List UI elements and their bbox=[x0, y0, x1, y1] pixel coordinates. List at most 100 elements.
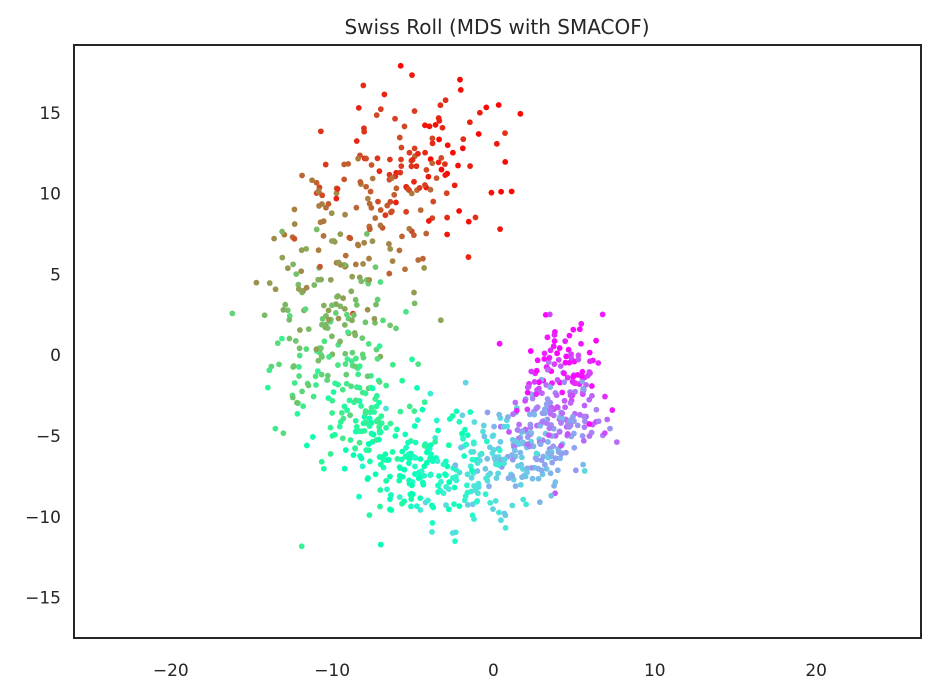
scatter-point bbox=[358, 403, 364, 409]
scatter-point bbox=[355, 371, 362, 378]
scatter-point bbox=[357, 178, 364, 185]
scatter-point bbox=[491, 423, 497, 430]
scatter-point bbox=[291, 235, 298, 242]
scatter-point bbox=[353, 138, 360, 144]
scatter-point bbox=[426, 123, 433, 130]
scatter-point bbox=[298, 247, 305, 254]
scatter-point bbox=[487, 499, 494, 506]
scatter-point bbox=[483, 438, 490, 445]
scatter-point bbox=[586, 396, 593, 403]
scatter-point bbox=[457, 86, 464, 93]
scatter-point bbox=[383, 405, 389, 412]
scatter-point bbox=[509, 502, 516, 509]
scatter-point bbox=[417, 495, 424, 502]
scatter-point bbox=[531, 378, 538, 385]
scatter-point bbox=[291, 206, 298, 213]
scatter-point bbox=[333, 195, 340, 202]
scatter-point bbox=[365, 440, 372, 447]
scatter-point bbox=[537, 441, 544, 448]
scatter-point bbox=[378, 413, 385, 420]
scatter-point bbox=[489, 450, 496, 456]
scatter-point bbox=[461, 497, 468, 504]
scatter-point bbox=[419, 406, 426, 413]
scatter-point bbox=[291, 221, 298, 227]
scatter-point bbox=[566, 332, 573, 339]
scatter-point bbox=[409, 156, 416, 163]
scatter-point bbox=[536, 379, 542, 386]
scatter-point bbox=[543, 401, 550, 407]
scatter-point bbox=[462, 379, 469, 386]
scatter-point bbox=[421, 442, 428, 449]
scatter-point bbox=[373, 112, 380, 119]
scatter-point bbox=[559, 389, 566, 396]
x-tick-label: −10 bbox=[314, 661, 350, 681]
y-tick-label: −5 bbox=[36, 427, 61, 447]
scatter-point bbox=[510, 411, 516, 418]
scatter-point bbox=[539, 418, 546, 425]
scatter-point bbox=[423, 166, 430, 173]
scatter-point bbox=[538, 457, 545, 464]
scatter-point bbox=[526, 411, 533, 418]
scatter-point bbox=[528, 430, 535, 436]
scatter-point bbox=[570, 326, 577, 333]
scatter-point bbox=[541, 406, 548, 413]
scatter-point bbox=[475, 131, 482, 137]
scatter-point bbox=[377, 503, 383, 510]
scatter-point bbox=[421, 399, 428, 406]
scatter-point bbox=[463, 441, 470, 448]
scatter-point bbox=[566, 359, 573, 366]
scatter-point bbox=[326, 353, 332, 360]
scatter-point bbox=[459, 430, 465, 437]
scatter-point bbox=[567, 392, 574, 399]
scatter-point bbox=[342, 447, 349, 453]
scatter-point bbox=[548, 492, 555, 499]
scatter-point bbox=[399, 448, 406, 455]
scatter-point bbox=[613, 439, 620, 446]
scatter-point bbox=[524, 406, 531, 413]
scatter-point bbox=[374, 155, 381, 162]
scatter-point bbox=[527, 421, 534, 428]
scatter-point bbox=[272, 286, 279, 293]
scatter-point bbox=[355, 104, 362, 111]
scatter-point bbox=[415, 361, 422, 368]
scatter-point bbox=[444, 142, 451, 149]
scatter-point bbox=[376, 343, 383, 350]
scatter-point bbox=[409, 491, 416, 498]
scatter-point bbox=[538, 467, 545, 474]
scatter-point bbox=[496, 447, 503, 454]
scatter-point bbox=[453, 408, 460, 415]
scatter-point bbox=[445, 506, 452, 513]
scatter-point bbox=[435, 489, 441, 496]
scatter-point bbox=[551, 338, 558, 344]
y-tick-label: −15 bbox=[25, 589, 61, 609]
scatter-point bbox=[313, 179, 320, 186]
scatter-point bbox=[358, 455, 365, 462]
scatter-point bbox=[331, 431, 338, 438]
scatter-point bbox=[509, 473, 516, 479]
x-tick-label: −20 bbox=[153, 661, 189, 681]
scatter-point bbox=[319, 192, 326, 199]
scatter-point bbox=[364, 373, 371, 380]
scatter-point bbox=[506, 429, 512, 435]
scatter-point bbox=[541, 461, 548, 468]
scatter-point bbox=[406, 225, 413, 232]
scatter-point bbox=[595, 360, 602, 366]
scatter-point bbox=[366, 255, 372, 262]
scatter-point bbox=[323, 204, 329, 211]
scatter-point bbox=[580, 386, 586, 392]
scatter-point bbox=[457, 444, 464, 451]
scatter-point bbox=[439, 124, 446, 131]
scatter-point bbox=[372, 264, 379, 271]
scatter-point bbox=[545, 432, 552, 439]
scatter-point bbox=[409, 482, 415, 489]
scatter-point bbox=[533, 450, 540, 457]
scatter-point bbox=[365, 340, 372, 347]
scatter-point bbox=[320, 465, 327, 472]
scatter-point bbox=[502, 524, 509, 531]
scatter-point bbox=[496, 509, 502, 516]
scatter-points bbox=[229, 62, 620, 550]
scatter-point bbox=[482, 465, 489, 472]
scatter-point bbox=[535, 475, 542, 482]
scatter-point bbox=[405, 460, 412, 467]
scatter-point bbox=[527, 348, 534, 354]
